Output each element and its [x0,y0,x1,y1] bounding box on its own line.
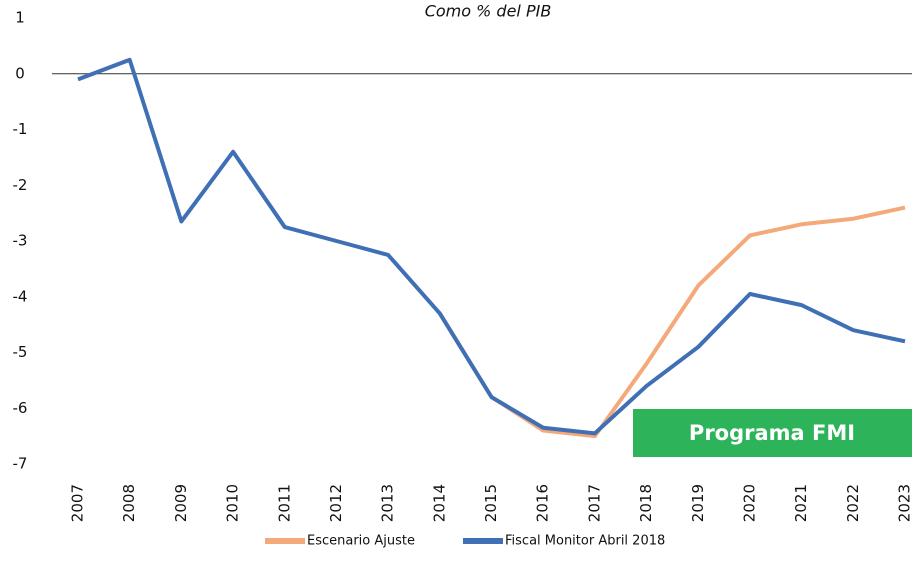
x-tick-label: 2020 [740,484,758,522]
x-tick-label: 2008 [120,484,138,522]
y-tick-label: -1 [13,120,28,138]
annotation: Programa FMI [689,421,855,445]
legend-label: Escenario Ajuste [307,534,415,549]
x-tick-label: 2014 [430,484,448,522]
x-tick-label: 2009 [172,484,190,522]
legend-swatch [463,538,503,544]
x-tick-label: 2010 [224,484,242,522]
x-tick-label: 2015 [482,484,500,522]
x-tick-label: 2007 [69,484,87,522]
y-tick-label: 1 [15,9,25,27]
x-tick-label: 2019 [689,484,707,522]
y-tick-label: -2 [13,176,28,194]
legend-label: Fiscal Monitor Abril 2018 [505,534,665,549]
x-tick-label: 2013 [379,484,397,522]
x-tick-label: 2022 [844,484,862,522]
x-tick-label: 2021 [792,484,810,522]
x-tick-label: 2017 [585,484,603,522]
chart-title: Como % del PIB [425,2,552,21]
x-tick-label: 2018 [637,484,655,522]
y-tick-label: -6 [13,399,28,417]
x-tick-label: 2023 [896,484,914,522]
x-tick-label: 2016 [534,484,552,522]
legend-swatch [265,538,305,544]
y-tick-label: -3 [13,232,28,250]
x-tick-label: 2011 [275,484,293,522]
y-tick-label: -5 [13,343,28,361]
y-tick-label: -7 [13,455,28,473]
x-tick-label: 2012 [327,484,345,522]
annotation-box [633,409,912,457]
y-tick-label: 0 [15,64,25,82]
series-line [77,57,906,436]
y-tick-label: -4 [13,287,28,305]
